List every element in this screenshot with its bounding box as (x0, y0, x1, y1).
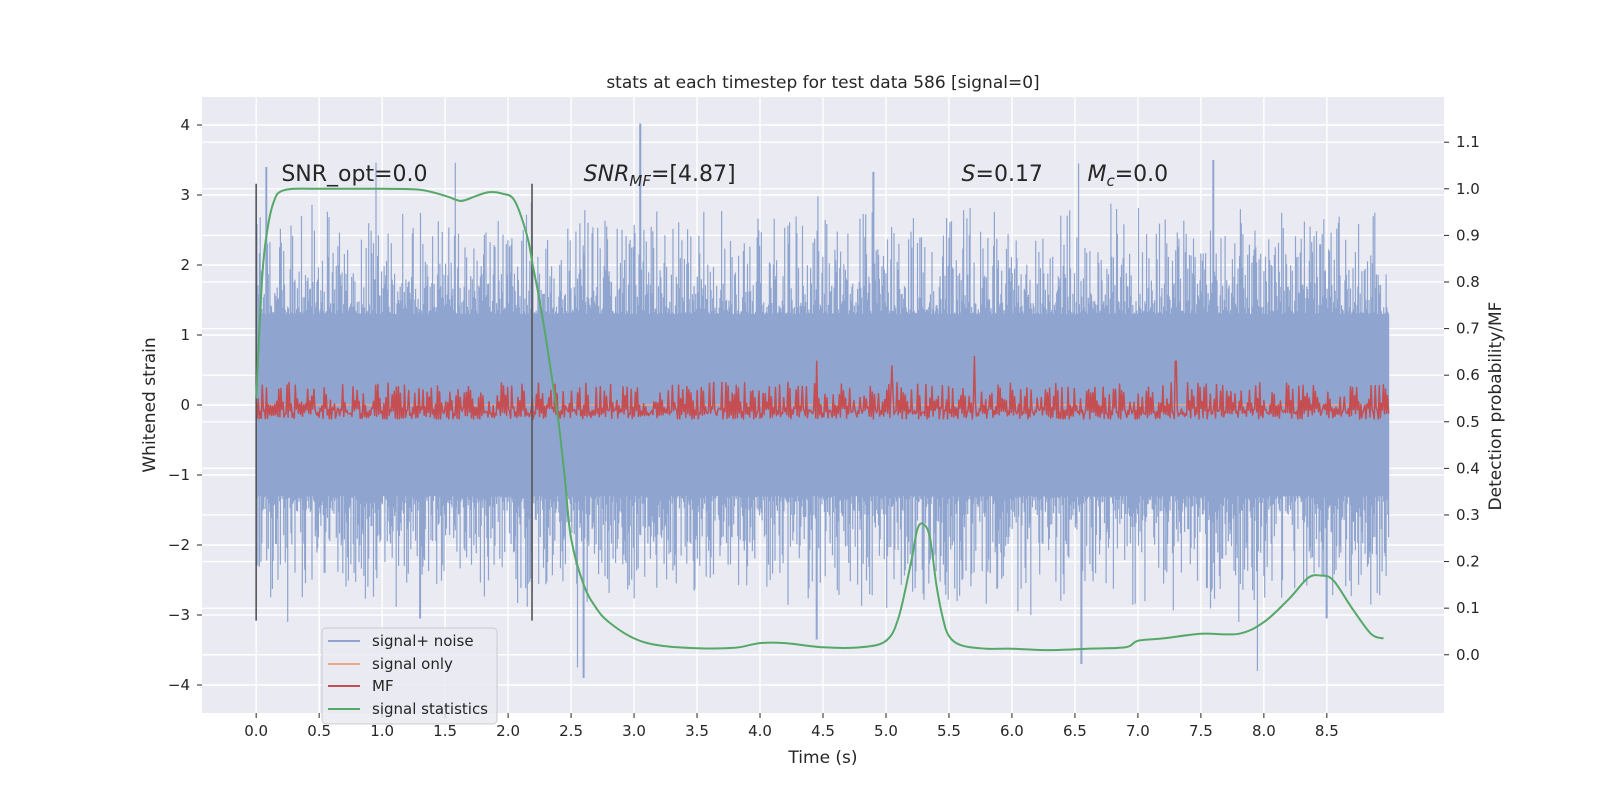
y-axis-label: Whitened strain (140, 337, 160, 472)
x-tick-label-3: 1.5 (433, 722, 457, 740)
x-tick-label-4: 2.0 (496, 722, 520, 740)
x-tick-label-7: 3.5 (685, 722, 709, 740)
annotation-s-prefix: S (962, 162, 976, 187)
x-tick-label-11: 5.5 (937, 722, 961, 740)
annotation-mc-suffix: =0.0 (1115, 162, 1168, 187)
legend: signal+ noise signal only MF signal stat… (321, 627, 498, 725)
y-tick-label-2: −2 (168, 536, 190, 554)
y2-tick-label-7: 0.7 (1456, 320, 1480, 338)
x-tick-label-5: 2.5 (559, 722, 583, 740)
series-mf (255, 355, 1390, 420)
y2-tick-label-5: 0.5 (1456, 413, 1480, 431)
y2-tick-label-3: 0.3 (1456, 506, 1480, 524)
x-tick-label-10: 5.0 (874, 722, 898, 740)
annotation-snr-mf: SNRMF=[4.87] (584, 162, 736, 190)
signal-statistics-trace (255, 187, 1384, 652)
series-signal-statistics (255, 187, 1384, 652)
x-tick-label-0: 0.0 (244, 722, 268, 740)
x-tick-label-12: 6.0 (1000, 722, 1024, 740)
y2-tick-label-8: 0.8 (1456, 273, 1480, 291)
legend-item-signal-noise: signal+ noise (328, 632, 474, 650)
y2-tick-label-2: 0.2 (1456, 553, 1480, 571)
y2-tick-label-0: 0.0 (1456, 646, 1480, 664)
annotation-s: S=0.17 (962, 162, 1043, 187)
annotation-mc: Mc=0.0 (1088, 162, 1169, 190)
y2-tick-label-11: 1.1 (1456, 133, 1480, 151)
x-tick-label-6: 3.0 (622, 722, 646, 740)
y-tick-label-3: −1 (168, 466, 190, 484)
annotation-snr-mf-prefix: SNR (584, 162, 630, 187)
annotation-snr-opt: SNR_opt=0.0 (281, 162, 427, 187)
chart-title: stats at each timestep for test data 586… (606, 73, 1039, 93)
legend-label-mf: MF (372, 677, 394, 695)
legend-label-signal-noise: signal+ noise (372, 632, 474, 650)
y2-tick-label-4: 0.4 (1456, 459, 1480, 477)
y-tick-label-1: −3 (168, 606, 190, 624)
legend-label-signal-statistics: signal statistics (372, 700, 488, 718)
annotation-snr-mf-subscript: MF (629, 172, 651, 190)
legend-item-mf: MF (328, 677, 394, 695)
y-tick-label-0: −4 (168, 676, 190, 694)
annotation-mc-prefix: M (1088, 162, 1107, 187)
y2-tick-label-10: 1.0 (1456, 180, 1480, 198)
y2-axis-ticks: 0.0 0.1 0.2 0.3 0.4 0.5 0.6 0.7 0.8 0.9 1.0 1.1 (1444, 133, 1480, 664)
x-tick-label-8: 4.0 (748, 722, 772, 740)
y2-tick-label-9: 0.9 (1456, 226, 1480, 244)
x-axis-label: Time (s) (787, 748, 857, 768)
annotation-s-suffix: =0.17 (976, 162, 1043, 187)
y2-tick-label-6: 0.6 (1456, 366, 1480, 384)
mf-trace (255, 355, 1390, 420)
y2-axis-label: Detection probability/MF (1486, 302, 1506, 511)
x-tick-label-17: 8.5 (1315, 722, 1339, 740)
y-tick-label-8: 4 (180, 116, 190, 134)
annotation-snr-mf-suffix: =[4.87] (651, 162, 736, 187)
legend-label-signal-only: signal only (372, 655, 453, 673)
x-tick-label-2: 1.0 (370, 722, 394, 740)
x-tick-label-9: 4.5 (811, 722, 835, 740)
x-tick-label-1: 0.5 (307, 722, 331, 740)
y-tick-label-4: 0 (180, 396, 190, 414)
legend-box (321, 627, 498, 725)
legend-item-signal-statistics: signal statistics (328, 700, 488, 718)
x-tick-label-14: 7.0 (1126, 722, 1150, 740)
y-tick-label-6: 2 (180, 256, 190, 274)
y-tick-label-7: 3 (180, 186, 190, 204)
y-axis-ticks: −4 −3 −2 −1 0 1 2 3 4 (168, 116, 202, 694)
annotations: SNR_opt=0.0 SNRMF=[4.87] S=0.17 Mc=0.0 (281, 162, 1168, 190)
x-tick-label-13: 6.5 (1063, 722, 1087, 740)
x-tick-label-16: 8.0 (1252, 722, 1276, 740)
legend-item-signal-only: signal only (328, 655, 453, 673)
y-tick-label-5: 1 (180, 326, 190, 344)
annotation-mc-subscript: c (1107, 172, 1116, 190)
x-axis-ticks: 0.0 0.5 1.0 1.5 2.0 2.5 3.0 3.5 4.0 4.5 5.0 5.5 6.0 6… (244, 713, 1339, 740)
x-tick-label-15: 7.5 (1189, 722, 1213, 740)
y2-tick-label-1: 0.1 (1456, 599, 1480, 617)
